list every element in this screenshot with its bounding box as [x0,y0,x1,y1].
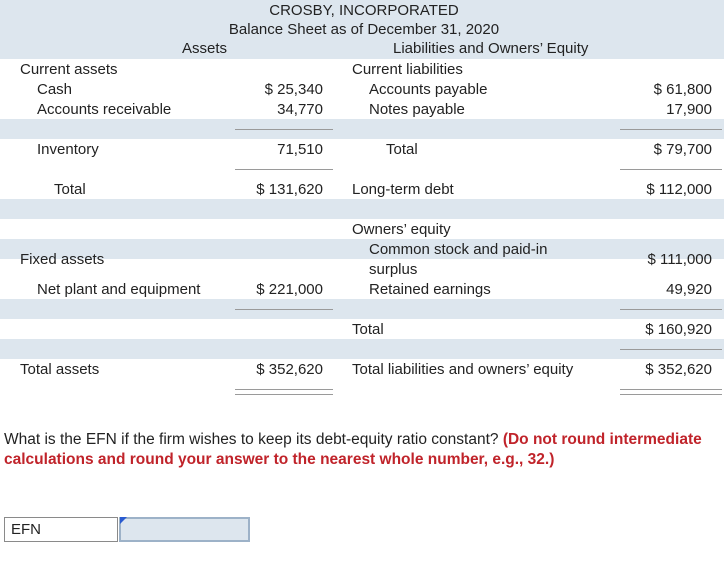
long-term-debt-label: Long-term debt [352,181,454,198]
double-underline [620,389,722,395]
common-stock-value: $ 111,000 [647,251,712,268]
question-instruction: (Do not round intermediate calculations … [4,431,702,468]
owners-equity-label: Owners’ equity [352,221,451,238]
total-assets-value: $ 352,620 [256,361,323,378]
double-underline [235,389,333,395]
current-assets-label: Current assets [20,61,118,78]
owners-equity-total-label: Total [352,321,384,338]
accounts-receivable-value: 34,770 [277,101,323,118]
current-assets-total-label: Total [54,181,86,198]
efn-label: EFN [4,517,118,542]
total-assets-label: Total assets [20,361,100,378]
accounts-payable-label: Accounts payable [369,81,488,98]
question-text: What is the EFN if the firm wishes to ke… [4,430,722,470]
question-prompt: What is the EFN if the firm wishes to ke… [4,431,503,448]
divider [235,129,333,130]
company-name: CROSBY, INCORPORATED [269,2,459,19]
current-liabilities-total-label: Total [386,141,418,158]
net-plant-label: Net plant and equipment [37,281,201,298]
notes-payable-value: 17,900 [666,101,712,118]
row-band [0,299,724,319]
row-band [0,119,724,139]
efn-input[interactable] [119,517,250,542]
net-plant-value: $ 221,000 [256,281,323,298]
owners-equity-total-value: $ 160,920 [645,321,712,338]
current-liabilities-total-value: $ 79,700 [653,141,712,158]
retained-earnings-label: Retained earnings [369,281,491,298]
notes-payable-label: Notes payable [369,101,465,118]
balance-sheet-header [0,0,724,59]
divider [620,129,722,130]
current-liabilities-label: Current liabilities [352,61,463,78]
inventory-value: 71,510 [277,141,323,158]
sheet-subtitle: Balance Sheet as of December 31, 2020 [228,21,500,38]
divider [620,309,722,310]
cash-value: $ 25,340 [264,81,323,98]
total-liabilities-equity-label: Total liabilities and owners’ equity [352,361,574,378]
divider [620,349,722,350]
total-liabilities-equity-value: $ 352,620 [645,361,712,378]
row-band [0,199,724,219]
accounts-payable-value: $ 61,800 [653,81,712,98]
fixed-assets-label: Fixed assets [20,251,105,268]
assets-heading: Assets [182,40,228,57]
divider [235,169,333,170]
field-marker-icon [120,517,127,524]
inventory-label: Inventory [37,141,99,158]
row-band [0,339,724,359]
cash-label: Cash [37,81,73,98]
liabilities-heading: Liabilities and Owners’ Equity [393,40,589,57]
retained-earnings-value: 49,920 [666,281,712,298]
divider [620,169,722,170]
current-assets-total-value: $ 131,620 [256,181,323,198]
common-stock-label-line1: Common stock and paid-in [369,241,548,258]
divider [235,309,333,310]
common-stock-label-line2: surplus [369,261,418,278]
long-term-debt-value: $ 112,000 [646,181,712,198]
accounts-receivable-label: Accounts receivable [37,101,172,118]
row-band [0,239,724,259]
